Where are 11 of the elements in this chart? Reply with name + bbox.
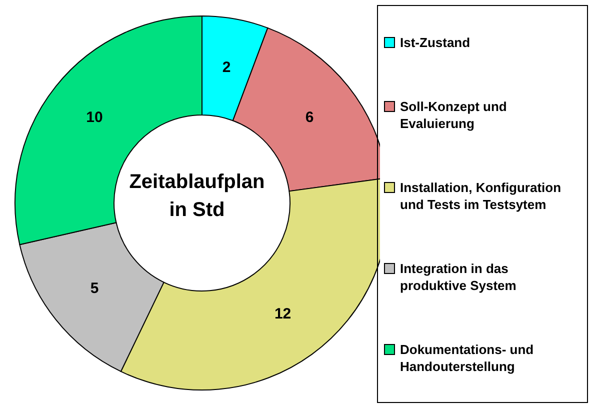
data-label: 6 bbox=[305, 108, 314, 126]
legend-label: Ist-Zustand bbox=[400, 34, 472, 50]
legend-label: Installation, Konfiguration und Tests im Testsytem bbox=[400, 178, 562, 212]
data-label: 10 bbox=[86, 108, 103, 126]
text: Zeitablaufplan in Std bbox=[128, 170, 266, 223]
data-label: 2 bbox=[222, 59, 231, 76]
legend-label: Integration in das produktive System bbox=[400, 260, 518, 294]
legend-label: Dokumentations- und Handouterstellung bbox=[400, 340, 535, 374]
data-label: 12 bbox=[274, 306, 292, 323]
legend-label: Soll-Konzept und Evaluierung bbox=[400, 98, 508, 132]
data-label: 5 bbox=[90, 280, 99, 298]
